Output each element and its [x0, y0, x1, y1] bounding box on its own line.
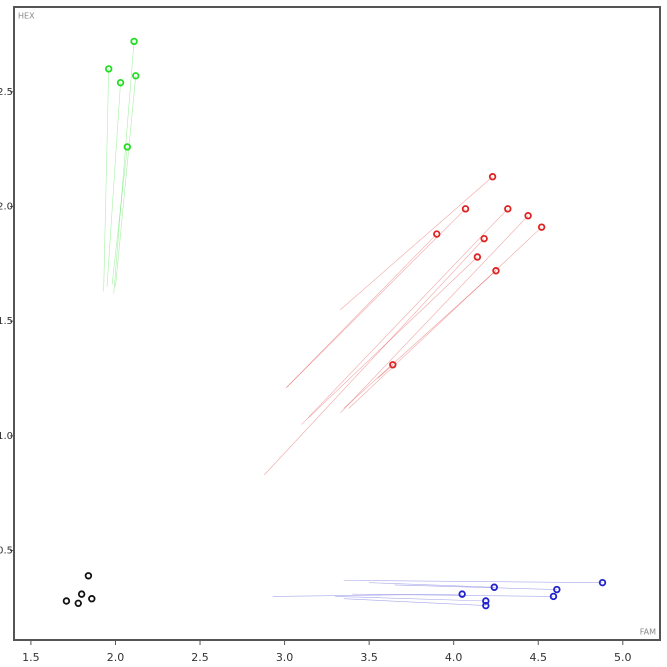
point	[504, 205, 512, 213]
trail	[106, 82, 121, 287]
trail	[343, 270, 497, 409]
point	[461, 205, 470, 213]
x-tick-label: 5.0	[614, 651, 632, 664]
trail	[369, 582, 495, 588]
trail	[301, 256, 478, 425]
trail	[111, 146, 128, 285]
y-axis-label: HEX	[18, 12, 35, 21]
trail	[352, 593, 554, 597]
point	[537, 223, 546, 231]
plot-frame	[13, 6, 661, 641]
point	[458, 590, 466, 598]
point	[62, 597, 71, 605]
point	[492, 267, 500, 275]
point	[482, 597, 490, 605]
point	[490, 583, 498, 591]
trail	[113, 41, 135, 294]
x-tick-label: 2.0	[107, 651, 125, 664]
trail	[286, 233, 437, 388]
point	[84, 572, 93, 580]
trail	[335, 596, 486, 602]
trail	[272, 593, 463, 597]
point	[524, 212, 532, 220]
x-axis-label: FAM	[640, 628, 656, 637]
point	[132, 72, 140, 80]
y-tick-label: 2.5	[0, 87, 13, 98]
trail	[343, 580, 603, 583]
x-tick-label: 4.0	[445, 651, 463, 664]
point	[123, 143, 132, 151]
point	[389, 361, 397, 369]
point	[105, 65, 113, 73]
trail	[340, 215, 529, 414]
point	[553, 585, 561, 594]
y-tick-label: 1.0	[0, 431, 13, 442]
x-tick-label: 2.5	[191, 651, 209, 664]
trail	[264, 238, 485, 476]
x-tick-label: 3.5	[360, 651, 378, 664]
point	[74, 599, 82, 608]
trail	[115, 75, 137, 287]
trail	[348, 226, 542, 409]
point	[473, 253, 482, 261]
point	[549, 592, 558, 601]
y-tick-label: 2.0	[0, 202, 13, 213]
point	[88, 595, 96, 603]
point	[488, 173, 497, 181]
y-tick-label: 1.5	[0, 316, 13, 327]
point	[598, 578, 607, 587]
point	[482, 601, 490, 610]
x-tick-label: 3.0	[276, 651, 294, 664]
trail	[308, 208, 509, 418]
trail	[286, 208, 466, 388]
trail	[103, 68, 110, 292]
trail	[343, 598, 486, 606]
point	[116, 78, 125, 87]
trail	[394, 584, 557, 590]
trail	[340, 176, 493, 310]
point	[77, 590, 86, 598]
point	[433, 230, 441, 238]
point	[130, 37, 138, 46]
y-tick-label: 0.5	[0, 546, 13, 557]
x-tick-label: 1.5	[22, 651, 40, 664]
point	[480, 234, 488, 243]
x-tick-label: 4.5	[529, 651, 547, 664]
